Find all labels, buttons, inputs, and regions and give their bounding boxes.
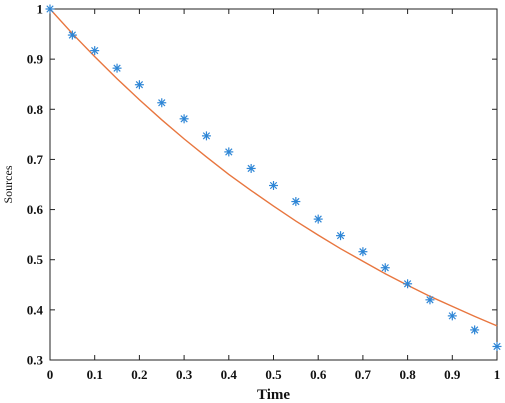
x-axis-title: Time (257, 387, 290, 403)
asterisk-marker (403, 279, 413, 289)
x-tick-label: 0.3 (176, 367, 193, 382)
asterisk-marker (336, 231, 346, 241)
asterisk-marker (201, 131, 211, 141)
y-tick-label: 0.8 (27, 102, 44, 117)
asterisk-marker (224, 147, 234, 157)
asterisk-marker (447, 311, 457, 321)
asterisk-marker (157, 98, 167, 108)
asterisk-marker (358, 247, 368, 257)
x-tick-label: 0.5 (265, 367, 282, 382)
x-tick-labels: 0 0.1 0.2 0.3 0.4 0.5 0.6 0.7 0.8 0.9 1 (47, 367, 501, 382)
x-tick-label: 0.2 (131, 367, 147, 382)
tick-marks (49, 8, 498, 361)
y-tick-label: 1 (37, 2, 44, 17)
y-tick-label: 0.6 (27, 202, 44, 217)
asterisk-marker (313, 214, 323, 224)
y-tick-label: 0.9 (27, 52, 44, 67)
asterisk-marker (269, 181, 278, 191)
y-tick-label: 0.3 (27, 353, 44, 368)
x-tick-label: 0.1 (87, 367, 103, 382)
y-tick-label: 0.5 (27, 252, 44, 267)
y-tick-labels: 0.3 0.4 0.5 0.6 0.7 0.8 0.9 1 (27, 2, 44, 368)
x-tick-label: 0.7 (355, 367, 372, 382)
asterisk-marker (90, 46, 100, 56)
asterisk-marker (470, 325, 480, 335)
y-axis-title: Sources (1, 165, 15, 203)
asterisk-marker (291, 197, 301, 207)
asterisk-marker (134, 80, 144, 90)
y-tick-label: 0.4 (27, 302, 44, 317)
asterisk-marker (67, 30, 77, 40)
asterisk-marker (492, 341, 502, 351)
asterisk-marker (112, 63, 122, 73)
asterisk-marker (45, 4, 55, 14)
y-tick-label: 0.7 (27, 152, 44, 167)
fit-curve-line (49, 8, 498, 327)
asterisk-marker (425, 295, 435, 305)
x-tick-label: 0.4 (221, 367, 238, 382)
x-tick-label: 0.8 (399, 367, 416, 382)
x-tick-label: 0.9 (444, 367, 461, 382)
asterisk-marker (380, 263, 390, 273)
x-tick-label: 0 (47, 367, 54, 382)
x-tick-label: 1 (494, 367, 501, 382)
fit-curve-layer (49, 8, 498, 327)
x-tick-label: 0.6 (310, 367, 327, 382)
asterisk-marker (179, 114, 189, 124)
asterisk-marker (246, 163, 256, 173)
data-markers-layer (45, 4, 502, 351)
